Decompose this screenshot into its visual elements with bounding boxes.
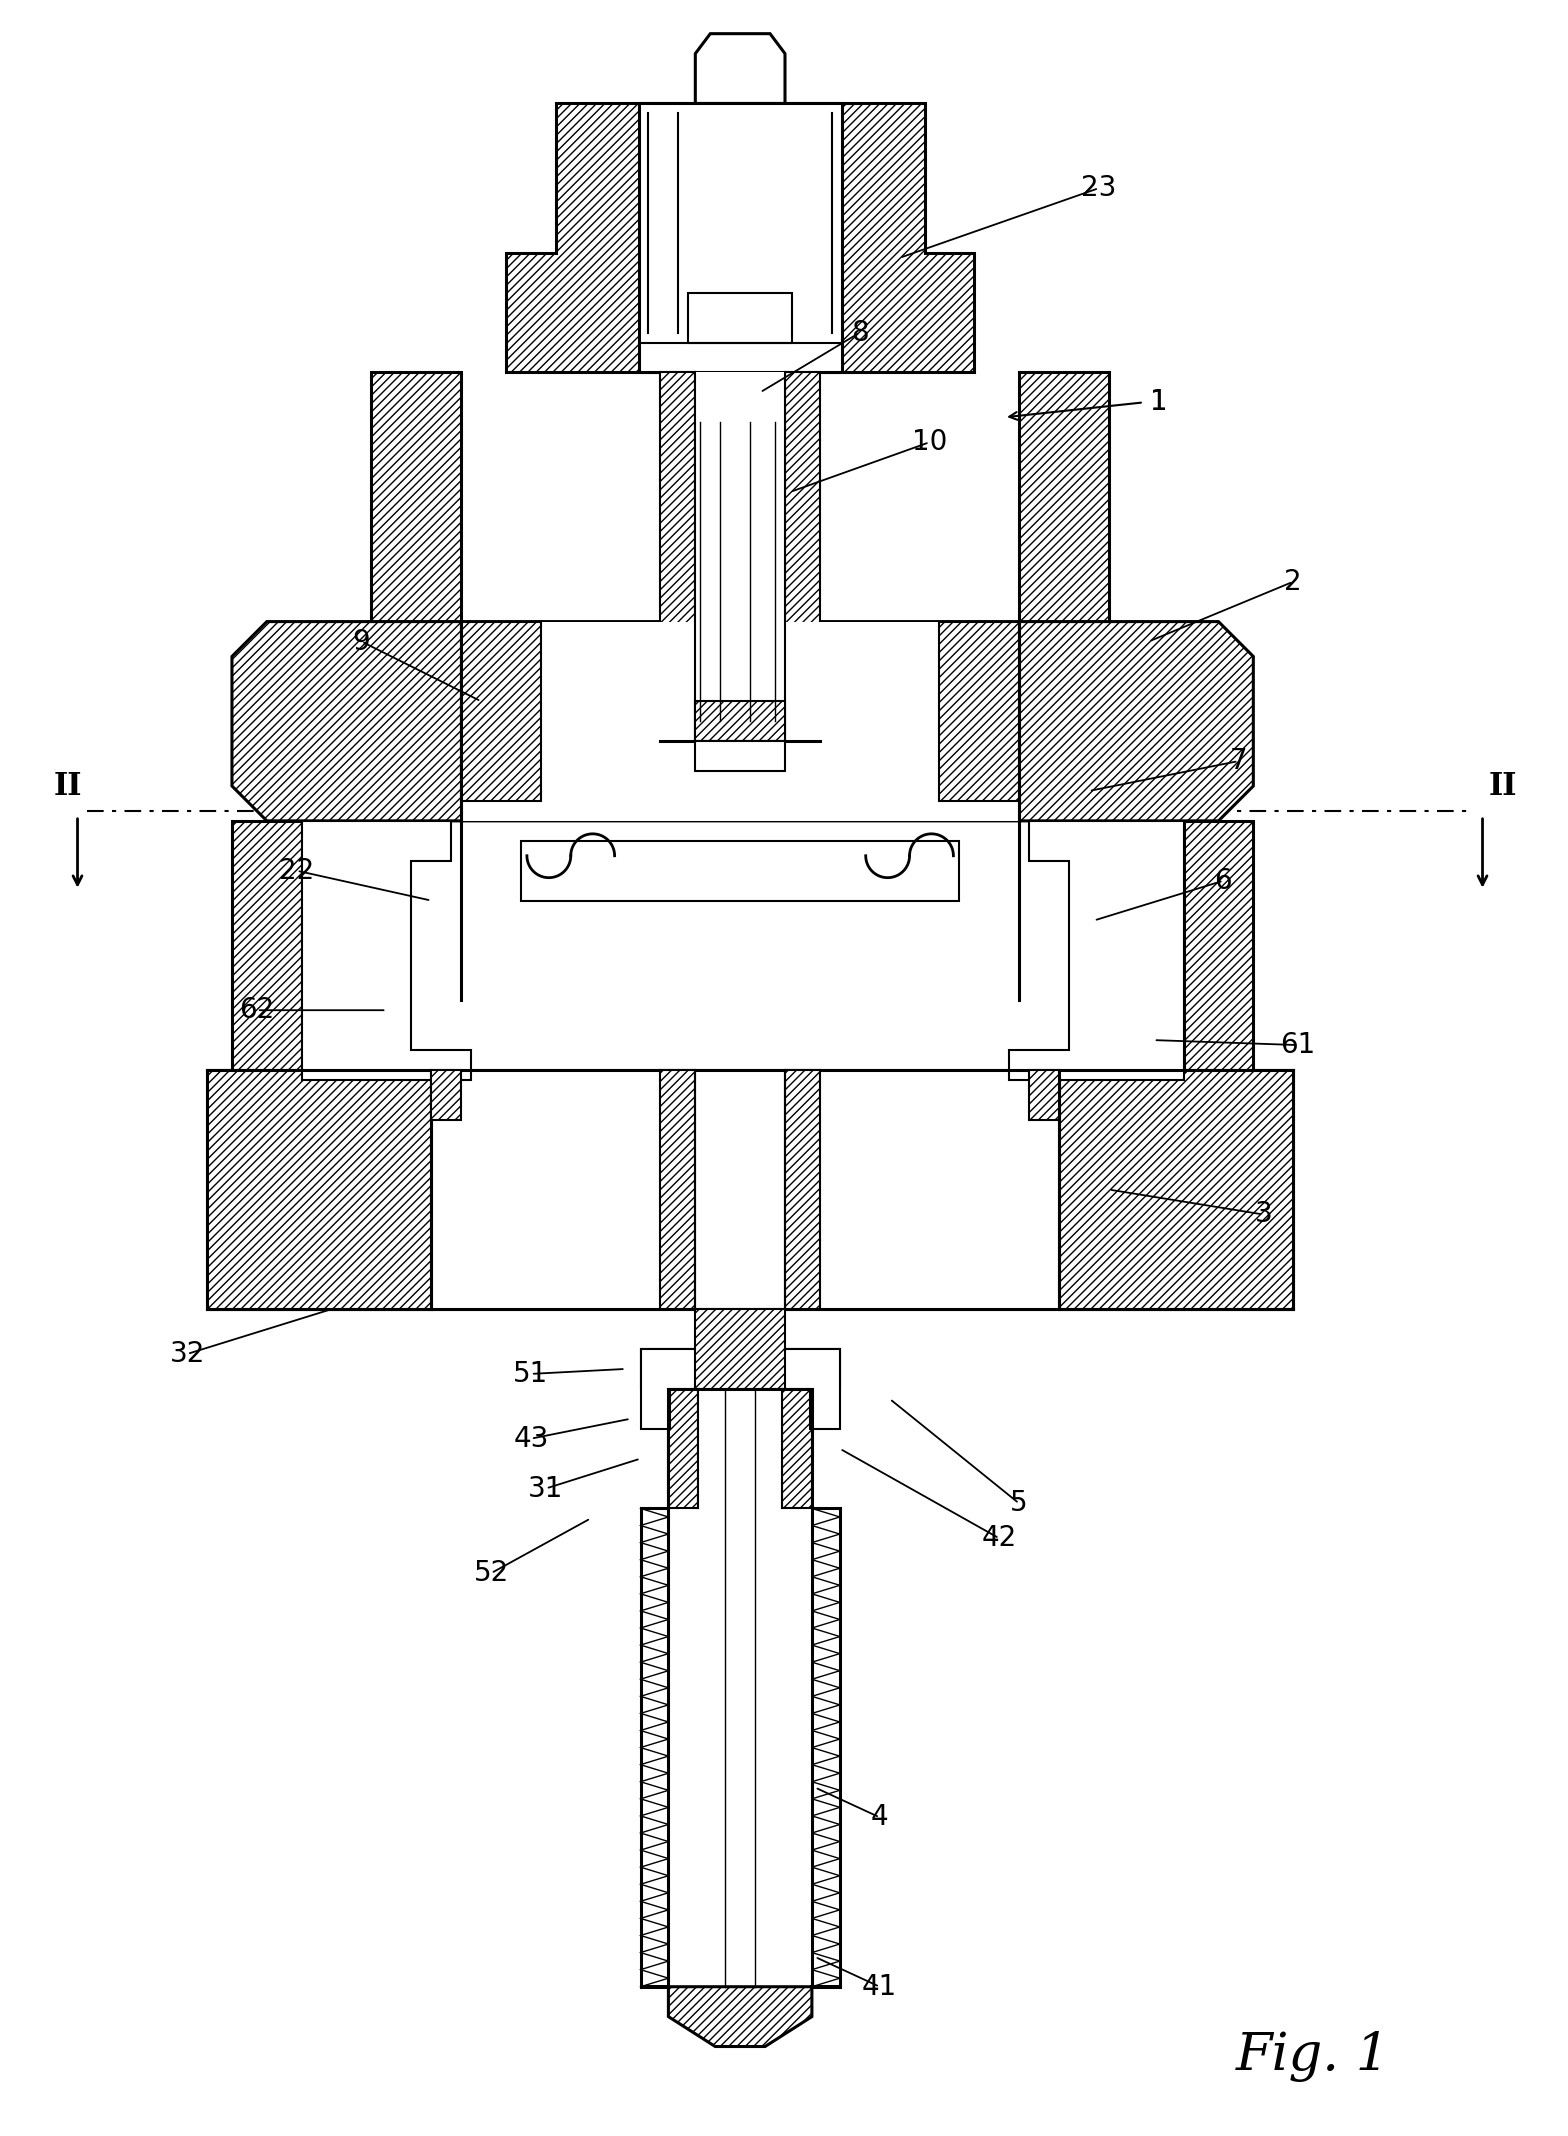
Text: 8: 8 — [851, 318, 869, 346]
Text: 1: 1 — [1149, 389, 1168, 417]
Text: 51: 51 — [513, 1361, 549, 1388]
Polygon shape — [782, 1388, 812, 1508]
Polygon shape — [232, 622, 1253, 820]
Bar — [688, 293, 792, 342]
Polygon shape — [660, 1070, 695, 1309]
Text: 5: 5 — [1010, 1489, 1029, 1517]
Bar — [431, 1070, 1058, 1309]
Polygon shape — [786, 372, 820, 741]
Polygon shape — [939, 622, 1019, 801]
Polygon shape — [207, 1070, 1294, 1309]
Text: 4: 4 — [870, 1803, 889, 1831]
Polygon shape — [207, 1070, 431, 1309]
Polygon shape — [521, 842, 960, 901]
Polygon shape — [786, 1350, 840, 1429]
Text: II: II — [53, 771, 82, 801]
Text: 2: 2 — [1284, 568, 1301, 596]
Text: 10: 10 — [913, 427, 947, 457]
Text: 42: 42 — [982, 1525, 1018, 1553]
Polygon shape — [786, 1070, 820, 1309]
Text: II: II — [1488, 771, 1516, 801]
Polygon shape — [1019, 372, 1109, 641]
Bar — [695, 701, 786, 741]
Text: 7: 7 — [1229, 748, 1247, 775]
Polygon shape — [301, 820, 470, 1081]
Text: 32: 32 — [169, 1339, 205, 1367]
Bar — [461, 622, 1019, 820]
Polygon shape — [232, 820, 301, 1081]
Polygon shape — [1184, 820, 1253, 1081]
Polygon shape — [660, 372, 695, 741]
Text: 31: 31 — [528, 1474, 563, 1502]
Polygon shape — [506, 103, 974, 372]
Text: 23: 23 — [1082, 175, 1116, 203]
Text: 1: 1 — [1149, 389, 1168, 417]
Polygon shape — [640, 1309, 840, 1388]
Polygon shape — [695, 34, 786, 103]
Bar — [431, 1070, 461, 1119]
Bar — [698, 1388, 782, 1508]
Bar — [1029, 1070, 1058, 1119]
Bar — [695, 741, 786, 771]
Polygon shape — [1010, 820, 1184, 1081]
Text: 3: 3 — [1254, 1200, 1272, 1228]
Polygon shape — [372, 372, 461, 641]
Bar — [695, 372, 786, 741]
Text: 52: 52 — [474, 1559, 508, 1587]
Text: 41: 41 — [862, 1974, 897, 2001]
Text: 6: 6 — [1215, 867, 1232, 895]
Polygon shape — [640, 1350, 695, 1429]
Text: 22: 22 — [279, 857, 314, 884]
Polygon shape — [461, 622, 541, 801]
Text: 9: 9 — [353, 628, 370, 656]
Text: 61: 61 — [1281, 1032, 1316, 1059]
Polygon shape — [1058, 1070, 1294, 1309]
Text: 43: 43 — [513, 1425, 549, 1452]
Polygon shape — [668, 1388, 698, 1508]
Polygon shape — [640, 1986, 840, 2046]
Polygon shape — [638, 103, 842, 372]
Text: Fig. 1: Fig. 1 — [1236, 2031, 1391, 2083]
Text: 62: 62 — [240, 995, 274, 1023]
